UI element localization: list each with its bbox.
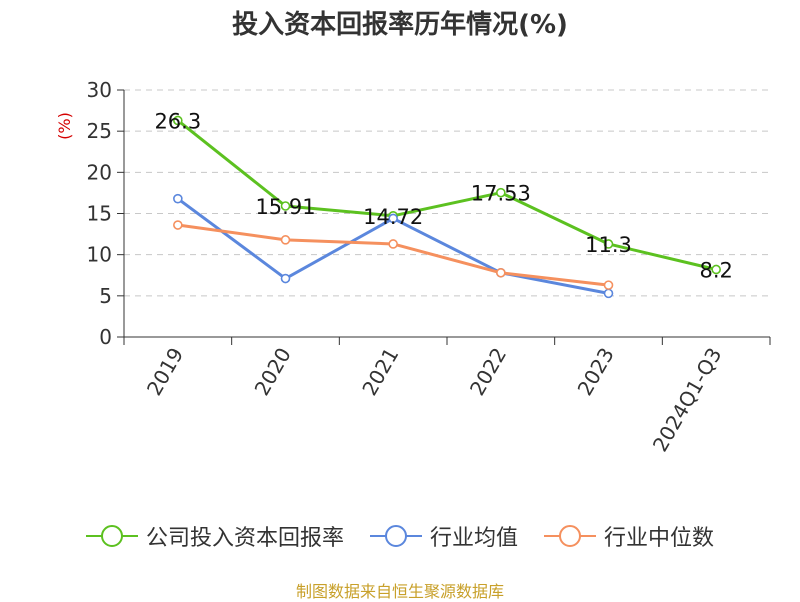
legend-marker-icon: [544, 524, 596, 548]
data-point: [603, 288, 614, 299]
data-label: 11.3: [585, 233, 632, 257]
data-point: [603, 280, 614, 290]
chart-title: 投入资本回报率历年情况(%): [232, 10, 568, 40]
data-point: [603, 239, 614, 249]
y-tick-label: 5: [99, 284, 112, 308]
legend-item-industry-median[interactable]: 行业中位数: [544, 520, 714, 552]
legend-label: 公司投入资本回报率: [145, 526, 344, 551]
legend-label: 行业中位数: [604, 526, 715, 551]
legend-marker-icon: [369, 524, 422, 548]
data-point: [496, 187, 506, 198]
legend-item-company[interactable]: 公司投入资本回报率: [85, 520, 344, 552]
data-point: [496, 267, 506, 278]
x-tick-label: 2024Q1-Q3: [648, 344, 727, 456]
data-point: [280, 273, 291, 284]
source-note: 制图数据来自恒生聚源数据库: [295, 582, 504, 601]
legend: 公司投入资本回报率 行业均值 行业中位数: [0, 518, 800, 554]
data-point: [280, 235, 291, 245]
y-tick-label: 30: [87, 78, 112, 102]
x-tick-label: 2022: [465, 344, 511, 400]
data-label: 15.91: [255, 195, 315, 219]
legend-item-industry-mean[interactable]: 行业均值: [369, 520, 518, 552]
gridlines: [124, 89, 770, 297]
series: [173, 115, 721, 299]
legend-label: 行业均值: [429, 526, 518, 551]
x-tick-label: 2023: [573, 344, 619, 400]
data-point: [173, 220, 183, 230]
data-label: 8.2: [699, 258, 732, 282]
data-point: [388, 213, 398, 224]
data-label: 17.53: [471, 182, 531, 206]
y-tick-label: 25: [87, 119, 112, 143]
data-point: [280, 201, 291, 211]
axes: 0 5 10 15 20 25 30 2019 2020 2021 2022 2023 2024Q1-Q…: [87, 78, 771, 456]
y-tick-label: 10: [87, 243, 112, 267]
legend-marker-icon: [85, 524, 138, 548]
data-point: [173, 193, 183, 204]
data-point: [388, 239, 398, 249]
data-label: 26.3: [154, 109, 201, 133]
data-labels: 26.3 15.91 14.72 17.53 11.3 8.2: [154, 109, 732, 282]
x-tick-label: 2020: [250, 344, 296, 400]
data-label: 14.72: [363, 205, 423, 229]
series-line: [176, 119, 717, 271]
data-point: [173, 115, 183, 126]
y-axis-label: (%): [55, 112, 74, 140]
y-tick-label: 15: [87, 202, 112, 226]
x-tick-label: 2021: [357, 344, 403, 400]
y-tick-label: 20: [87, 160, 112, 184]
x-tick-label: 2019: [142, 344, 188, 400]
data-point: [711, 264, 721, 275]
y-tick-label: 0: [99, 325, 112, 349]
